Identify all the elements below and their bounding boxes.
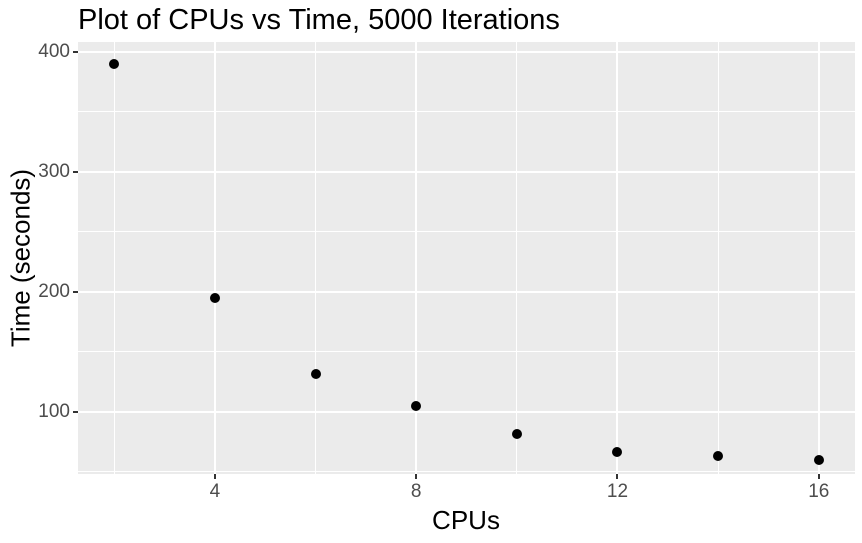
y-minor-gridline <box>78 351 855 353</box>
y-major-gridline <box>78 410 855 413</box>
y-tick-label: 100 <box>38 400 70 422</box>
x-tick-label: 4 <box>209 481 221 502</box>
x-tick-mark <box>817 474 820 479</box>
y-tick-mark <box>73 290 78 293</box>
x-major-gridline <box>817 42 820 474</box>
y-axis-title: Time (seconds) <box>5 168 36 348</box>
x-minor-gridline <box>717 42 719 474</box>
plot-panel <box>78 42 855 474</box>
y-tick-label: 200 <box>38 280 70 302</box>
x-tick-label: 12 <box>606 481 629 502</box>
x-minor-gridline <box>113 42 115 474</box>
x-major-gridline <box>616 42 619 474</box>
plot-title: Plot of CPUs vs Time, 5000 Iterations <box>78 4 560 36</box>
y-tick-mark <box>73 170 78 173</box>
data-point <box>813 454 824 465</box>
y-tick-mark <box>73 50 78 53</box>
y-minor-gridline <box>78 231 855 233</box>
x-minor-gridline <box>315 42 317 474</box>
y-major-gridline <box>78 170 855 173</box>
x-axis-title: CPUs <box>432 505 500 535</box>
data-point <box>209 292 220 303</box>
x-tick-mark <box>415 474 418 479</box>
x-tick-mark <box>213 474 216 479</box>
x-major-gridline <box>213 42 216 474</box>
y-minor-gridline <box>78 471 855 473</box>
data-point <box>511 429 522 440</box>
data-point <box>310 369 321 380</box>
x-tick-label: 16 <box>808 481 830 502</box>
x-minor-gridline <box>516 42 518 474</box>
y-tick-label: 400 <box>38 40 70 62</box>
y-major-gridline <box>78 290 855 293</box>
x-tick-label: 8 <box>410 481 422 502</box>
y-tick-label: 300 <box>38 160 70 182</box>
y-minor-gridline <box>78 111 855 113</box>
y-major-gridline <box>78 50 855 53</box>
data-point <box>411 400 422 411</box>
x-tick-mark <box>616 474 619 479</box>
data-point <box>109 58 120 69</box>
y-tick-mark <box>73 410 78 413</box>
x-major-gridline <box>415 42 418 474</box>
data-point <box>612 447 623 458</box>
data-point <box>713 451 724 461</box>
